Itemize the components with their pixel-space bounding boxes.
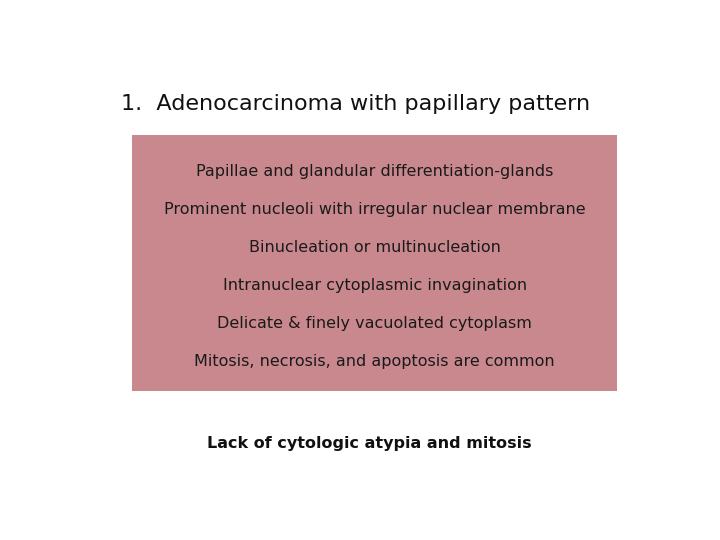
Text: Lack of cytologic atypia and mitosis: Lack of cytologic atypia and mitosis <box>207 436 531 451</box>
FancyBboxPatch shape <box>132 136 617 391</box>
Text: Mitosis, necrosis, and apoptosis are common: Mitosis, necrosis, and apoptosis are com… <box>194 354 555 369</box>
Text: Delicate & finely vacuolated cytoplasm: Delicate & finely vacuolated cytoplasm <box>217 316 532 331</box>
Text: 1.  Adenocarcinoma with papillary pattern: 1. Adenocarcinoma with papillary pattern <box>121 94 590 114</box>
Text: Binucleation or multinucleation: Binucleation or multinucleation <box>248 240 500 255</box>
Text: Papillae and glandular differentiation-glands: Papillae and glandular differentiation-g… <box>196 164 553 179</box>
Text: Intranuclear cytoplasmic invagination: Intranuclear cytoplasmic invagination <box>222 278 526 293</box>
Text: Prominent nucleoli with irregular nuclear membrane: Prominent nucleoli with irregular nuclea… <box>163 202 585 217</box>
